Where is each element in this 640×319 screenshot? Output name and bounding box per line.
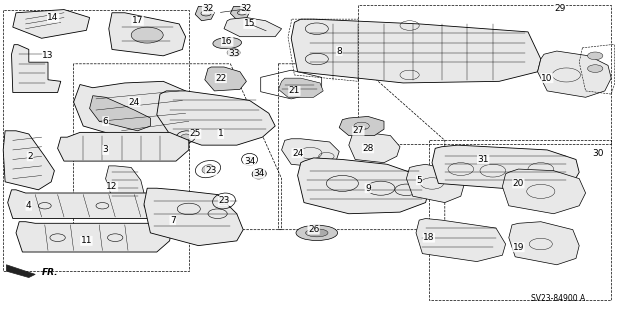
Text: 20: 20 [513,179,524,188]
Polygon shape [282,139,339,167]
Polygon shape [432,145,579,190]
Text: 27: 27 [353,126,364,135]
Polygon shape [157,91,275,145]
Circle shape [131,27,163,43]
Circle shape [201,11,211,16]
Polygon shape [339,116,384,136]
Ellipse shape [306,229,328,237]
Text: 26: 26 [308,225,319,234]
Text: 29: 29 [554,4,566,13]
Polygon shape [8,190,176,219]
Text: 3: 3 [103,145,108,154]
Polygon shape [298,158,429,214]
Text: 34: 34 [244,157,255,166]
Text: 7: 7 [170,216,175,225]
Text: 28: 28 [362,144,374,153]
Text: 10: 10 [541,74,553,83]
Text: 14: 14 [47,13,59,22]
Polygon shape [416,219,506,262]
Polygon shape [195,6,214,21]
Text: 13: 13 [42,51,54,60]
Ellipse shape [202,165,214,174]
Ellipse shape [246,157,253,162]
Text: 34: 34 [253,169,265,178]
Text: FR.: FR. [42,268,58,277]
Polygon shape [16,222,172,252]
Polygon shape [205,67,246,91]
Circle shape [228,50,239,55]
Polygon shape [349,132,400,163]
Text: 23: 23 [205,166,217,175]
Polygon shape [538,51,611,97]
Ellipse shape [180,134,191,140]
Circle shape [588,52,603,60]
Polygon shape [12,45,61,93]
Polygon shape [224,18,282,37]
Text: 6: 6 [103,117,108,126]
Polygon shape [6,265,35,278]
Text: 1: 1 [218,130,223,138]
Text: 17: 17 [132,16,143,25]
Polygon shape [502,169,586,214]
Polygon shape [230,6,250,20]
Circle shape [254,171,264,176]
Text: 31: 31 [477,155,489,164]
Text: 4: 4 [26,201,31,210]
Ellipse shape [213,37,241,49]
Polygon shape [278,78,323,97]
Text: 2: 2 [28,152,33,161]
Ellipse shape [252,169,266,179]
Text: 30: 30 [593,149,604,158]
Polygon shape [74,81,198,137]
Text: 18: 18 [423,233,435,242]
Polygon shape [406,164,464,203]
Polygon shape [3,131,54,190]
Ellipse shape [219,197,229,205]
Text: 11: 11 [81,236,92,245]
Text: 32: 32 [241,4,252,13]
Text: 15: 15 [244,19,255,28]
Ellipse shape [227,48,240,57]
Polygon shape [13,10,90,38]
Polygon shape [58,132,189,161]
Polygon shape [90,96,150,131]
Polygon shape [106,166,144,203]
Circle shape [588,65,603,72]
Circle shape [237,11,246,15]
Polygon shape [144,188,243,246]
Text: 12: 12 [106,182,118,191]
Text: 23: 23 [218,197,230,205]
Text: SV23-84900 A: SV23-84900 A [531,294,586,303]
Text: 22: 22 [215,74,227,83]
Text: 19: 19 [513,243,524,252]
Polygon shape [291,19,541,83]
Text: 16: 16 [221,37,233,46]
Text: 32: 32 [202,4,214,13]
Polygon shape [109,13,186,56]
Text: 8: 8 [337,47,342,56]
Text: 25: 25 [189,130,201,138]
Text: 24: 24 [292,149,303,158]
Text: 9: 9 [365,184,371,193]
Text: 21: 21 [289,86,300,95]
Text: 5: 5 [417,176,422,185]
Ellipse shape [296,225,338,241]
Text: 33: 33 [228,49,239,58]
Polygon shape [509,222,579,265]
Text: 24: 24 [129,98,140,107]
